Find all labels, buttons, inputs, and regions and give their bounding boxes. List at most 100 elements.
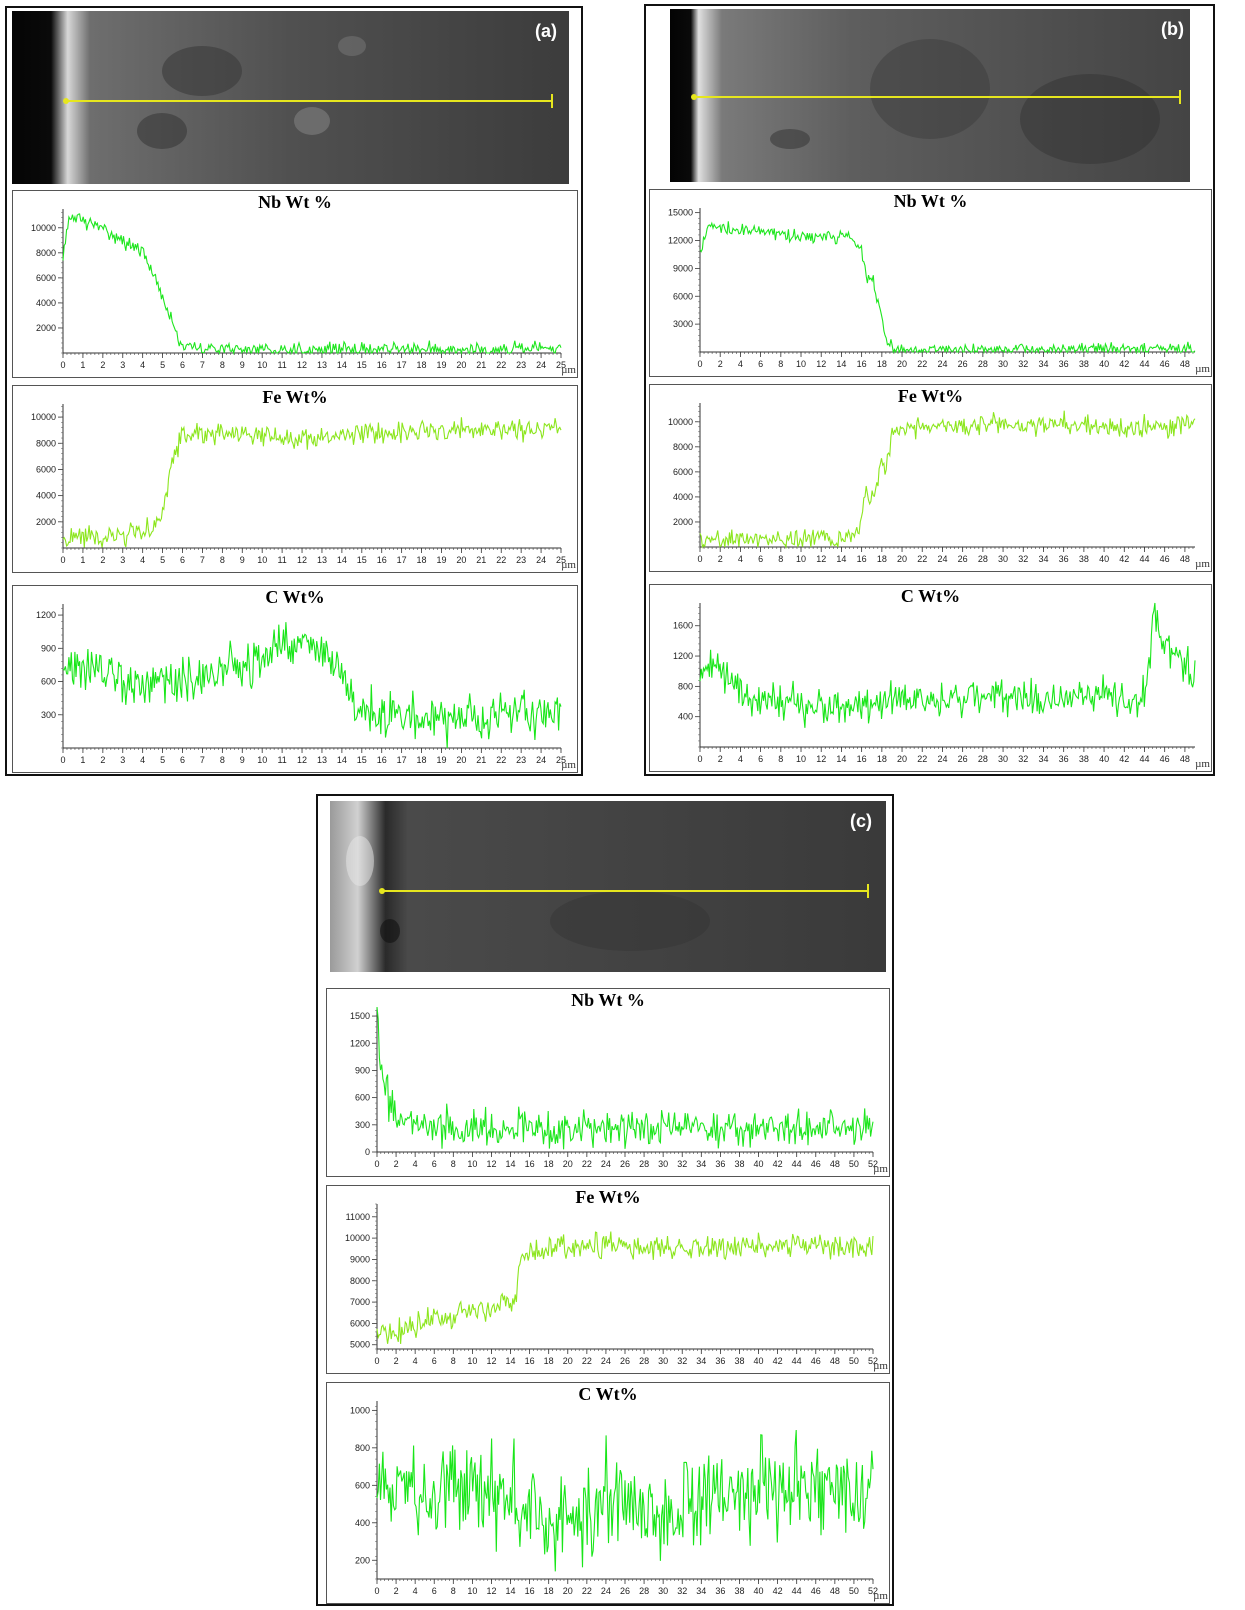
x-tick-label: 34 — [696, 1356, 706, 1366]
plot-title: Fe Wt% — [575, 1187, 641, 1207]
plot-a-fe: Fe Wt% 0 1 2 3 4 5 6 7 8 9 10 11 12 13 14 15 16 17 18 19 20 2… — [12, 385, 578, 573]
x-tick-label: 11 — [277, 755, 286, 765]
data-series-line — [62, 622, 562, 749]
x-tick-label: 34 — [1038, 359, 1048, 369]
y-tick-label: 10000 — [31, 223, 56, 233]
x-tick-label: 24 — [601, 1356, 611, 1366]
x-tick-label: 16 — [857, 554, 867, 564]
data-series-line — [376, 1231, 874, 1344]
x-tick-label: 17 — [397, 360, 407, 370]
x-unit-label: µm — [561, 364, 576, 376]
x-tick-label: 28 — [639, 1586, 649, 1596]
y-tick-label: 6000 — [36, 464, 56, 474]
x-tick-label: 14 — [337, 555, 347, 565]
y-tick-label: 1600 — [673, 621, 693, 631]
x-tick-label: 22 — [917, 359, 927, 369]
x-tick-label: 42 — [773, 1159, 783, 1169]
x-tick-label: 22 — [582, 1356, 592, 1366]
x-tick-label: 8 — [220, 755, 225, 765]
data-series-line — [376, 1429, 874, 1572]
x-tick-label: 21 — [476, 555, 486, 565]
panel-b: (b) Nb Wt % 0 2 4 6 8 10 12 14 16 18 20 22 24 26 28 30 3… — [644, 4, 1215, 776]
y-tick-label: 600 — [41, 677, 56, 687]
x-tick-label: 18 — [417, 555, 427, 565]
x-tick-label: 36 — [1059, 554, 1069, 564]
plot-b-fe: Fe Wt% 0 2 4 6 8 10 12 14 16 18 20 22 24 26 28 30 32 34 36… — [649, 384, 1212, 572]
x-tick-label: 8 — [220, 555, 225, 565]
x-tick-label: 15 — [357, 755, 367, 765]
x-tick-label: 28 — [978, 554, 988, 564]
x-tick-label: 19 — [436, 360, 446, 370]
x-tick-label: 10 — [467, 1159, 477, 1169]
x-tick-label: 0 — [697, 554, 702, 564]
y-tick-label: 7000 — [350, 1297, 370, 1307]
y-tick-label: 300 — [41, 710, 56, 720]
sem-micrograph-c — [330, 801, 886, 972]
x-tick-label: 30 — [998, 754, 1008, 764]
panel-a: (a) Nb Wt % 0 1 2 3 4 5 6 7 8 9 10 11 12 13 14 15 16 17 18… — [5, 6, 583, 776]
x-tick-label: 20 — [456, 755, 466, 765]
x-tick-label: 40 — [754, 1159, 764, 1169]
x-tick-label: 13 — [317, 555, 327, 565]
sem-image-b: (b) — [670, 9, 1190, 182]
x-tick-label: 4 — [140, 555, 145, 565]
plot-title: C Wt% — [265, 587, 325, 607]
x-tick-label: 14 — [506, 1586, 516, 1596]
x-tick-label: 18 — [544, 1159, 554, 1169]
x-tick-label: 28 — [639, 1356, 649, 1366]
x-tick-label: 18 — [417, 755, 427, 765]
x-tick-label: 2 — [394, 1159, 399, 1169]
x-tick-label: 22 — [582, 1586, 592, 1596]
x-tick-label: 18 — [877, 359, 887, 369]
x-tick-label: 34 — [1038, 554, 1048, 564]
x-tick-label: 9 — [240, 755, 245, 765]
data-series-line — [62, 417, 562, 548]
x-tick-label: 24 — [536, 555, 546, 565]
x-tick-label: 4 — [413, 1356, 418, 1366]
y-tick-label: 4000 — [673, 492, 693, 502]
x-tick-label: 14 — [506, 1356, 516, 1366]
x-tick-label: 30 — [998, 359, 1008, 369]
x-tick-label: 24 — [601, 1586, 611, 1596]
y-tick-label: 6000 — [673, 467, 693, 477]
x-tick-label: 28 — [978, 754, 988, 764]
x-tick-label: 8 — [451, 1159, 456, 1169]
x-tick-label: 14 — [337, 360, 347, 370]
x-tick-label: 5 — [160, 360, 165, 370]
x-tick-label: 18 — [544, 1356, 554, 1366]
y-tick-label: 8000 — [350, 1276, 370, 1286]
x-tick-label: 26 — [620, 1159, 630, 1169]
x-tick-label: 12 — [297, 755, 307, 765]
x-tick-label: 26 — [958, 754, 968, 764]
x-tick-label: 16 — [525, 1356, 535, 1366]
x-tick-label: 11 — [277, 360, 286, 370]
x-tick-label: 23 — [516, 555, 526, 565]
x-tick-label: 32 — [1018, 554, 1028, 564]
x-tick-label: 52 — [868, 1586, 878, 1596]
x-tick-label: 10 — [467, 1586, 477, 1596]
plot-a-nb: Nb Wt % 0 1 2 3 4 5 6 7 8 9 10 11 12 13 14 15 16 17 18 19 20… — [12, 190, 578, 378]
x-tick-label: 6 — [758, 554, 763, 564]
x-tick-label: 6 — [432, 1356, 437, 1366]
x-tick-label: 18 — [877, 754, 887, 764]
x-tick-label: 28 — [639, 1159, 649, 1169]
x-tick-label: 10 — [796, 754, 806, 764]
x-tick-label: 20 — [456, 555, 466, 565]
x-tick-label: 38 — [734, 1159, 744, 1169]
x-tick-label: 36 — [1059, 359, 1069, 369]
x-tick-label: 34 — [1038, 754, 1048, 764]
x-unit-label: µm — [561, 759, 576, 771]
y-tick-label: 5000 — [350, 1340, 370, 1350]
x-tick-label: 8 — [220, 360, 225, 370]
x-tick-label: 9 — [240, 555, 245, 565]
x-tick-label: 1 — [80, 360, 85, 370]
x-tick-label: 2 — [718, 754, 723, 764]
plot-title: Fe Wt% — [262, 387, 328, 407]
y-tick-label: 400 — [355, 1518, 370, 1528]
x-unit-label: µm — [1195, 363, 1210, 375]
x-tick-label: 50 — [849, 1356, 859, 1366]
x-tick-label: 28 — [978, 359, 988, 369]
x-tick-label: 48 — [1180, 754, 1190, 764]
x-tick-label: 25 — [556, 755, 566, 765]
x-tick-label: 2 — [100, 755, 105, 765]
